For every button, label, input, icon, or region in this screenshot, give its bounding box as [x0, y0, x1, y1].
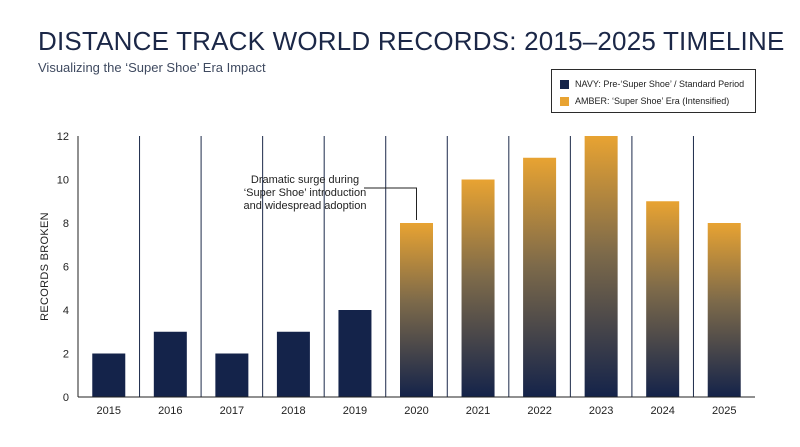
x-tick-label: 2024: [650, 405, 674, 417]
bar-2025: [707, 223, 741, 397]
y-tick-label: 8: [63, 218, 69, 230]
chart-title: DISTANCE TRACK WORLD RECORDS: 2015–2025 …: [38, 26, 785, 56]
y-tick-label: 2: [63, 349, 69, 361]
bars: [92, 136, 741, 397]
bar-2018: [276, 331, 310, 397]
annotation: Dramatic surge during‘Super Shoe’ introd…: [244, 174, 417, 220]
x-tick-label: 2025: [712, 405, 736, 417]
bar-2023: [584, 136, 618, 397]
x-tick-label: 2016: [158, 405, 182, 417]
bar-2024: [646, 201, 680, 397]
x-tick-label: 2015: [97, 405, 121, 417]
bar-2020: [400, 223, 433, 397]
legend-swatch-amber: [560, 96, 569, 106]
grid-lines: [139, 136, 694, 397]
x-tick-label: 2021: [466, 405, 490, 417]
legend-item-pre: NAVY: Pre-‘Super Shoe’ / Standard Period: [560, 76, 747, 92]
x-tick-label: 2023: [589, 405, 613, 417]
legend-item-super: AMBER: ‘Super Shoe’ Era (Intensified): [560, 93, 747, 109]
bar-2021: [461, 179, 495, 397]
y-tick-label: 6: [63, 262, 69, 274]
y-tick-label: 4: [63, 305, 69, 317]
x-tick-labels: 2015 2016 2017 2018 2019 2020 2021 2022 2023 2024…: [97, 405, 737, 417]
annotation-leader-line: [364, 187, 417, 220]
legend-swatch-navy: [560, 79, 569, 89]
bar-2019: [338, 310, 372, 397]
y-tick-label: 12: [57, 131, 69, 143]
annotation-line: ‘Super Shoe’ introduction: [244, 187, 367, 199]
x-tick-label: 2017: [220, 405, 244, 417]
bar-2016: [153, 331, 187, 397]
legend-label-pre: NAVY: Pre-‘Super Shoe’ / Standard Period: [575, 79, 745, 89]
y-tick-label: 10: [57, 175, 69, 187]
x-tick-label: 2022: [527, 405, 551, 417]
x-tick-label: 2018: [281, 405, 305, 417]
axes: [77, 136, 755, 398]
y-axis-label: RECORDS BROKEN: [39, 212, 51, 321]
bar-2017: [215, 353, 249, 397]
bar-2015: [92, 353, 126, 397]
x-tick-label: 2020: [404, 405, 428, 417]
legend: NAVY: Pre-‘Super Shoe’ / Standard Period…: [551, 69, 756, 113]
legend-label-super: AMBER: ‘Super Shoe’ Era (Intensified): [575, 96, 730, 106]
x-tick-label: 2019: [343, 405, 367, 417]
chart-subtitle: Visualizing the ‘Super Shoe’ Era Impact: [38, 60, 266, 75]
annotation-line: and widespread adoption: [244, 200, 367, 212]
annotation-line: Dramatic surge during: [251, 174, 359, 186]
y-tick-label: 0: [63, 392, 69, 404]
y-tick-labels: 0 2 4 6 8 10 12: [57, 131, 69, 404]
bar-2022: [523, 157, 557, 397]
